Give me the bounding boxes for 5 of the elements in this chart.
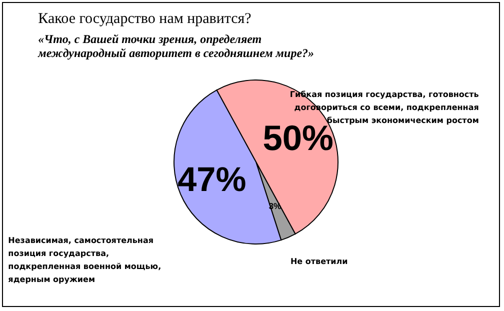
slice-label: Не ответили (290, 256, 348, 266)
chart-title: Какое государство нам нравится? (38, 11, 252, 27)
chart-subtitle: «Что, с Вашей точки зрения, определяет международный авторитет в сегодняшнем мире?» (37, 32, 314, 60)
slice-label: Независимая, самостоятельная позиция государства, подкрепленная военной мощью, ядерным оружием (8, 236, 162, 284)
data-label: 47% (178, 160, 246, 199)
